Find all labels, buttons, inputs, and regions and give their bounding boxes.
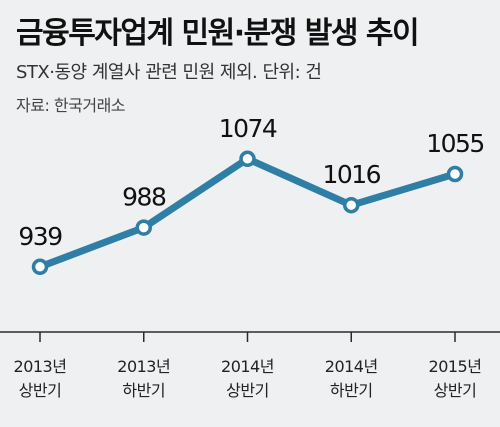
x-axis-ticks [39,332,456,342]
data-point [239,150,256,168]
data-points [31,150,464,276]
series-line [36,155,459,271]
x-tick-label: 하반기 [122,381,165,400]
data-point [31,258,49,276]
data-labels: 939 988 1074 1016 1055 [18,114,485,251]
x-tick-label: 2013년 [14,357,67,376]
x-tick-label: 상반기 [226,381,269,400]
x-tick-label: 하반기 [330,381,373,400]
data-point [135,219,152,236]
data-label: 1055 [426,129,484,158]
x-tick-label: 2014년 [325,357,378,376]
x-tick-label: 상반기 [19,381,62,400]
chart-source: 자료: 한국거래소 [16,96,126,115]
data-label: 1074 [219,114,277,143]
chart-subtitle: STX·동양 계열사 관련 민원 제외. 단위: 건 [16,62,322,83]
data-label: 988 [122,183,166,212]
x-tick-label: 2013년 [117,357,170,376]
data-point [343,196,360,214]
data-point [446,165,464,183]
data-label: 1016 [322,160,380,189]
x-tick-label: 2014년 [221,357,274,376]
chart-title: 금융투자업계 민원·분쟁 발생 추이 [16,16,420,51]
data-label: 939 [18,222,62,251]
x-tick-label: 상반기 [434,381,477,400]
x-tick-label: 2015년 [429,357,482,376]
